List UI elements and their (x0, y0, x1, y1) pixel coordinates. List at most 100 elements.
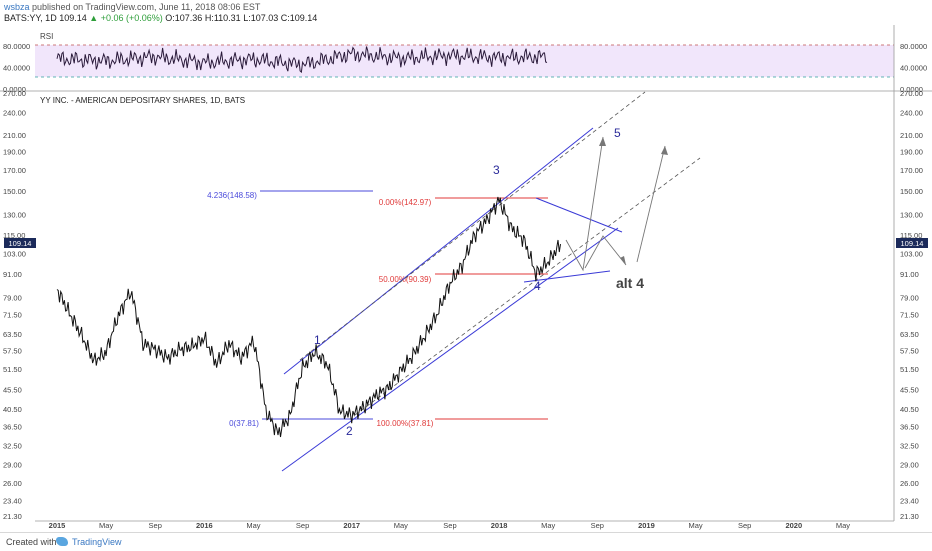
tradingview-brand[interactable]: TradingView (72, 537, 122, 547)
y-tick-left: 170.00 (3, 166, 26, 175)
y-tick-right: 115.00 (900, 231, 922, 240)
y-tick-right: 150.00 (900, 187, 923, 196)
y-tick-right: 103.00 (900, 250, 923, 259)
wave-label-1: 1 (314, 333, 321, 347)
rsi-label: RSI (40, 32, 53, 41)
y-tick-right: 57.50 (900, 347, 919, 356)
x-tick: May (246, 521, 260, 530)
ohlc-open: O:107.36 (165, 13, 203, 23)
x-tick: May (836, 521, 850, 530)
y-tick-right: 210.00 (900, 131, 923, 140)
x-tick: 2020 (785, 521, 802, 530)
wave-label-2: 2 (346, 424, 353, 438)
rsi-tick-left: 40.0000 (3, 63, 30, 72)
proj-alt4-arrow-icon (620, 256, 626, 265)
y-tick-right: 40.50 (900, 405, 919, 414)
y-tick-right: 91.00 (900, 270, 919, 279)
price-axis-right[interactable]: 270.00 240.00 210.00 190.00 170.00 150.00 130.… (900, 89, 923, 521)
rsi-line (56, 46, 548, 74)
ohlc-low: L:107.03 (243, 13, 279, 23)
y-tick-right: 71.50 (900, 310, 919, 319)
y-tick-left: 270.00 (3, 89, 26, 98)
proj-wave5-path (565, 136, 604, 272)
y-tick-left: 40.50 (3, 405, 22, 414)
rsi-tick-left: 80.0000 (3, 42, 30, 51)
retr-50-label: 50.00%(90.39) (379, 275, 432, 284)
channel-lower-ext (354, 157, 701, 416)
last-price-tag-left (4, 238, 36, 248)
y-tick-right: 51.50 (900, 365, 919, 374)
last-price: 109.14 (59, 13, 87, 23)
y-tick-right: 32.50 (900, 442, 919, 451)
time-axis[interactable]: 2015 May Sep 2016 May Sep 2017 May Sep 2018 May Sep… (49, 521, 851, 530)
ohlc-close: C:109.14 (280, 13, 318, 23)
rsi-axis: 80.0000 80.0000 40.0000 40.0000 0.0000 0.0000 (3, 42, 927, 94)
y-tick-left: 240.00 (3, 109, 26, 118)
publish-line: wsbza published on TradingView.com, June… (4, 2, 260, 12)
proj-alt5-arrow-icon (661, 146, 668, 155)
channel-upper (283, 127, 594, 375)
y-tick-left: 71.50 (3, 310, 22, 319)
y-tick-left: 91.00 (3, 270, 22, 279)
symbol-line: BATS:YY, 1D 109.14 ▲ +0.06 (+0.06%) O:10… (4, 13, 317, 23)
y-tick-left: 51.50 (3, 365, 22, 374)
y-tick-right: 79.00 (900, 294, 919, 303)
wave-label-3: 3 (493, 163, 500, 177)
y-tick-right: 190.00 (900, 148, 923, 157)
rsi-tick-right: 80.0000 (900, 42, 927, 51)
y-tick-left: 63.50 (3, 330, 22, 339)
x-tick: May (541, 521, 555, 530)
y-tick-left: 210.00 (3, 131, 26, 140)
wave-label-alt4: alt 4 (616, 275, 644, 291)
y-tick-left: 23.40 (3, 496, 22, 505)
y-tick-right: 130.00 (900, 211, 923, 220)
y-tick-left: 150.00 (3, 187, 26, 196)
channel-lower (281, 227, 619, 472)
y-tick-left: 45.50 (3, 386, 22, 395)
x-tick: 2019 (638, 521, 655, 530)
x-tick: Sep (149, 521, 162, 530)
rsi-tick-right: 40.0000 (900, 63, 927, 72)
x-tick: May (394, 521, 408, 530)
x-tick: 2016 (196, 521, 213, 530)
price-series-line (56, 196, 561, 438)
publisher-user[interactable]: wsbza (4, 2, 30, 12)
x-tick: May (688, 521, 702, 530)
publisher-text: published on TradingView.com, June 11, 2… (32, 2, 261, 12)
rsi-band (35, 45, 894, 77)
y-tick-right: 240.00 (900, 109, 923, 118)
y-tick-right: 23.40 (900, 496, 919, 505)
created-with-text: Created with (6, 537, 57, 547)
x-tick: 2017 (343, 521, 360, 530)
x-tick: Sep (296, 521, 309, 530)
y-tick-left: 26.00 (3, 479, 22, 488)
y-tick-right: 29.00 (900, 461, 919, 470)
y-tick-right: 170.00 (900, 166, 923, 175)
y-tick-right: 36.50 (900, 422, 919, 431)
price-change: +0.06 (+0.06%) (100, 13, 163, 23)
last-price-tag-right (896, 238, 928, 248)
up-arrow-icon: ▲ (89, 13, 99, 23)
symbol-label: BATS:YY, 1D (4, 13, 57, 23)
last-price-right: 109.14 (901, 239, 924, 248)
y-tick-right: 21.30 (900, 512, 919, 521)
proj-alt5-path (636, 145, 666, 263)
x-tick: Sep (738, 521, 751, 530)
proj-alt4-path (584, 235, 627, 269)
fib-ext-label: 4.236(148.58) (207, 191, 257, 200)
footer: Created with TradingView (0, 532, 932, 551)
x-tick: Sep (591, 521, 604, 530)
wave-label-4: 4 (534, 279, 541, 293)
retr-100-label: 100.00%(37.81) (377, 419, 434, 428)
y-tick-left: 36.50 (3, 422, 22, 431)
y-tick-left: 130.00 (3, 211, 26, 220)
wave-label-5: 5 (614, 126, 621, 140)
y-tick-left: 115.00 (3, 231, 25, 240)
y-tick-right: 270.00 (900, 89, 923, 98)
proj-arrow-head-icon (599, 137, 606, 146)
x-tick: 2015 (49, 521, 66, 530)
retr-0-label: 0.00%(142.97) (379, 198, 432, 207)
channel-upper-ext (299, 91, 646, 361)
tradingview-logo-icon (56, 537, 68, 546)
